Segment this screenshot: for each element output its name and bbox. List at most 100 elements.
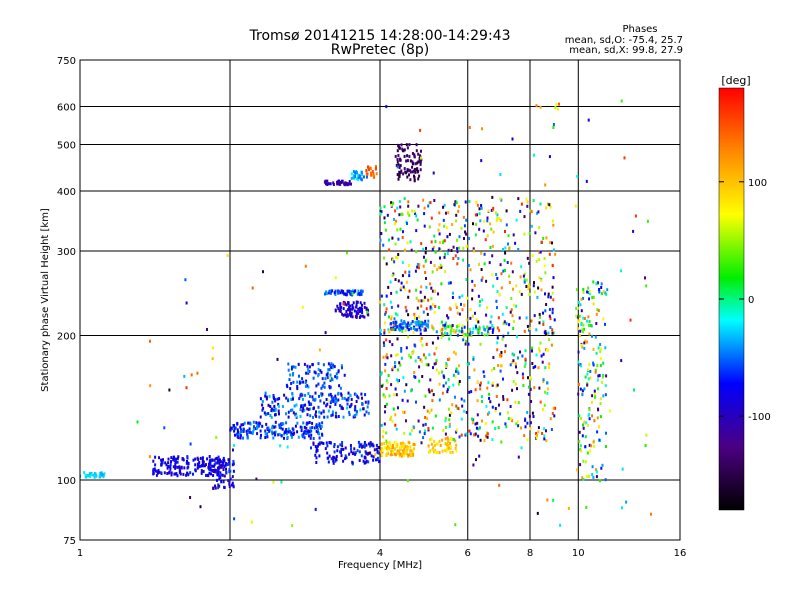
- data-point: [336, 445, 339, 449]
- data-point: [525, 278, 528, 282]
- data-point: [504, 344, 507, 348]
- data-point: [379, 328, 382, 332]
- data-point: [386, 356, 389, 360]
- data-point: [385, 105, 388, 109]
- data-point: [629, 318, 632, 322]
- data-point: [221, 473, 224, 477]
- data-point: [386, 213, 389, 217]
- data-point: [214, 457, 217, 461]
- data-point: [512, 359, 515, 363]
- data-point: [276, 397, 279, 401]
- data-point: [472, 355, 475, 359]
- data-point: [590, 444, 593, 448]
- data-point: [583, 420, 586, 424]
- data-point: [322, 410, 325, 414]
- data-point: [325, 441, 328, 445]
- data-point: [321, 392, 324, 396]
- data-point: [415, 400, 417, 404]
- data-point: [526, 324, 529, 328]
- data-point: [343, 396, 346, 400]
- data-point: [334, 293, 337, 296]
- data-point: [384, 362, 387, 366]
- data-point: [285, 430, 288, 434]
- data-point: [414, 314, 417, 318]
- data-point: [337, 415, 340, 418]
- data-point: [496, 383, 499, 387]
- data-point: [540, 354, 543, 358]
- data-point: [438, 232, 441, 236]
- data-point: [601, 463, 604, 467]
- data-point: [554, 252, 557, 256]
- data-point: [486, 326, 489, 330]
- data-point: [542, 311, 544, 315]
- data-point: [394, 328, 397, 332]
- data-point: [270, 415, 273, 419]
- data-point: [319, 399, 322, 403]
- data-point: [383, 256, 385, 260]
- data-point: [156, 470, 159, 473]
- data-point: [587, 423, 589, 427]
- x-tick-label: 10: [572, 548, 585, 559]
- data-point: [602, 317, 605, 321]
- data-point: [633, 388, 635, 392]
- data-point: [544, 271, 547, 275]
- data-point: [589, 292, 591, 296]
- data-point: [460, 417, 463, 421]
- data-point: [207, 474, 210, 478]
- data-point: [342, 447, 345, 451]
- data-point: [536, 511, 539, 515]
- colorbar-tick-label: 100: [748, 178, 767, 189]
- data-point: [599, 343, 602, 346]
- data-point: [419, 332, 422, 336]
- data-point: [457, 407, 460, 411]
- data-point: [489, 320, 492, 324]
- data-point: [491, 273, 494, 277]
- data-point: [295, 414, 298, 418]
- data-point: [347, 398, 350, 402]
- data-point: [218, 474, 221, 478]
- data-point: [398, 174, 401, 178]
- data-point: [587, 291, 590, 294]
- data-point: [395, 290, 398, 294]
- data-point: [391, 274, 394, 277]
- data-point: [520, 202, 523, 206]
- data-point: [184, 278, 187, 282]
- data-point: [278, 412, 280, 416]
- data-point: [523, 280, 526, 284]
- data-point: [531, 411, 534, 415]
- data-point: [383, 216, 386, 220]
- data-point: [467, 264, 470, 267]
- data-point: [360, 178, 363, 182]
- data-point: [462, 246, 465, 250]
- data-point: [446, 390, 449, 394]
- data-point: [511, 419, 514, 423]
- data-point: [396, 157, 399, 161]
- data-point: [157, 469, 160, 472]
- data-point: [524, 425, 527, 429]
- data-point: [383, 331, 386, 335]
- data-point: [428, 390, 431, 394]
- data-point: [304, 264, 307, 268]
- data-point: [408, 323, 411, 327]
- data-point: [456, 370, 459, 373]
- data-point: [418, 266, 420, 270]
- data-point: [307, 392, 310, 396]
- data-point: [172, 455, 175, 459]
- data-point: [546, 348, 548, 352]
- data-point: [216, 478, 218, 482]
- data-point: [305, 422, 308, 426]
- data-point: [344, 313, 347, 317]
- data-point: [215, 456, 218, 460]
- data-point: [492, 230, 495, 234]
- data-point: [361, 311, 364, 314]
- data-point: [387, 285, 390, 289]
- data-point: [412, 449, 415, 453]
- data-point: [478, 207, 481, 211]
- data-point: [438, 306, 440, 310]
- data-point: [582, 316, 585, 320]
- y-tick-label: 300: [57, 247, 76, 258]
- data-point: [468, 199, 471, 203]
- data-point: [498, 292, 501, 296]
- data-point: [470, 334, 473, 337]
- data-point: [542, 352, 545, 356]
